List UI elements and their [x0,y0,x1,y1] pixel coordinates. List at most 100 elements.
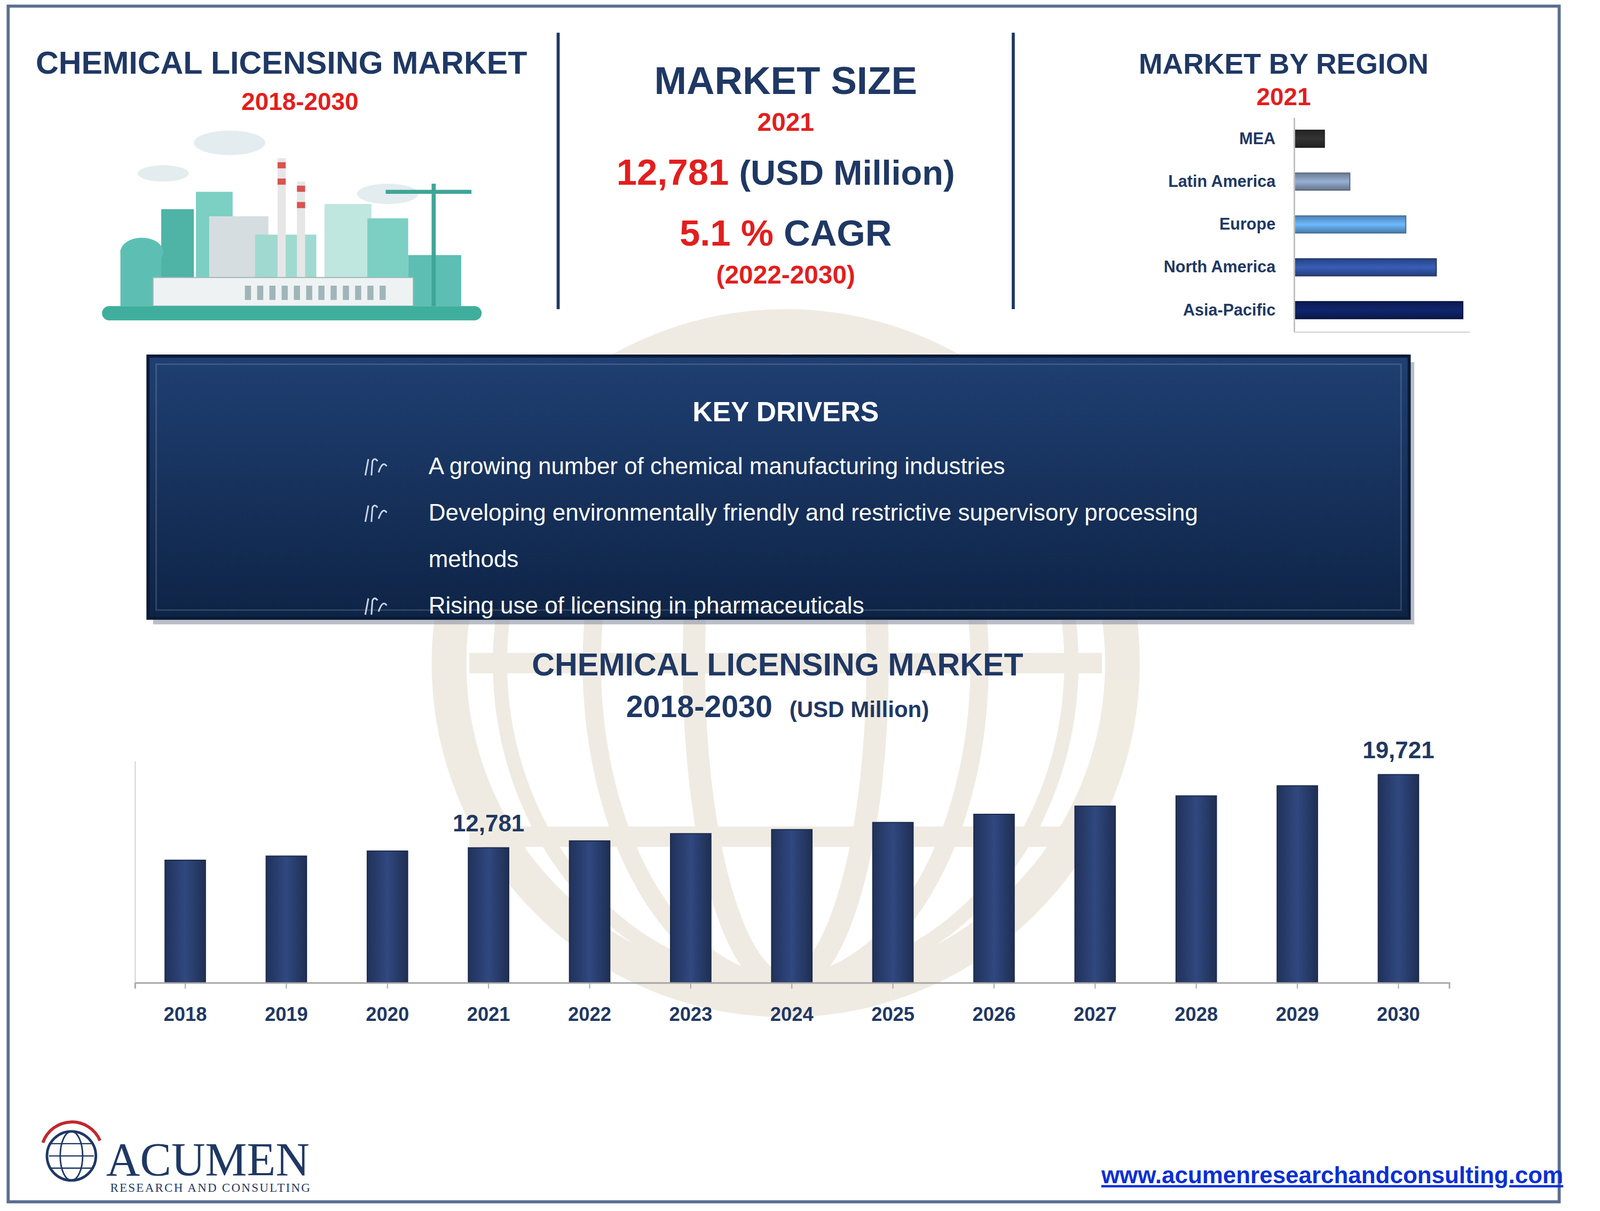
tick-mark [1195,982,1197,989]
bar [1074,806,1116,983]
chimney-stripe [277,178,286,185]
bar [164,860,206,983]
bullet-icon [365,459,387,476]
window [379,285,386,301]
subtitle: 2018-2030 [626,689,773,724]
text-line: methods [428,545,519,572]
chimney-stripe [296,185,305,192]
ground [101,305,482,321]
market-size-cagr: 5.1 % CAGR [679,212,893,254]
tick: MEA [1239,129,1294,148]
frame [8,5,1559,1202]
tick: 2024 [770,982,814,1026]
tick: 2020 [365,982,409,1026]
tick-label: 2029 [1275,1003,1320,1026]
tick-label: MEA [1239,129,1276,148]
chart-subtitle: 2021 [1256,82,1311,111]
window [257,285,264,301]
tick: Europe [1219,214,1295,234]
market-size: MARKET SIZE202112,781 (USD Million)5.1 %… [616,58,956,289]
footer: ACUMENRESEARCH AND CONSULTINGwww.acumenr… [42,1121,1564,1194]
logo-globe [46,1131,97,1181]
chart-0: MEALatin AmericaEuropeNorth AmericaAsia-… [1163,117,1471,333]
bar [973,814,1015,983]
axis-line [135,982,1450,989]
crane [431,183,437,306]
text-line: A growing number of chemical manufacturi… [428,452,1006,479]
logo-parallel [49,1155,94,1157]
chart-title: CHEMICAL LICENSING MARKET [531,646,1024,683]
bullet-icon [365,505,387,523]
bar [1176,795,1217,983]
tick-mark [791,982,793,989]
tick: 2028 [1174,982,1218,1026]
tick-label: 2025 [871,1003,915,1026]
window [355,285,361,301]
tick-mark [589,982,591,989]
region-titles: MARKET BY REGION2021 [1138,48,1429,111]
tick-label: Europe [1219,214,1276,234]
window [367,285,374,301]
tick-mark [487,982,490,989]
space [773,212,784,254]
cagr-label: CAGR [783,212,893,254]
value-axis [134,761,136,983]
data-labels: 12,78119,721 [452,736,1435,837]
tick-mark [387,982,389,989]
window [269,285,276,301]
bar [569,840,611,983]
tick: 2022 [568,982,612,1026]
text-line: Rising use of licensing in pharmaceutica… [428,592,865,619]
cloud [137,165,189,183]
tick: Asia-Pacific [1183,300,1295,319]
category-axis: MEALatin AmericaEuropeNorth AmericaAsia-… [1163,117,1295,333]
bar [1294,130,1325,148]
chimney-stripe [296,201,305,208]
brand-subtitle: RESEARCH AND CONSULTING [109,1180,312,1195]
logo-parallel [49,1167,94,1169]
category-axis: 2018201920202021202220232024202520262027… [135,982,1450,1026]
header: CHEMICAL LICENSING MARKET2018-2030 [35,44,528,116]
tick-label: 2030 [1376,1003,1421,1026]
window [293,285,300,301]
window [305,285,312,301]
driver: Developing environmentally friendly and … [428,499,1198,572]
tick-label: 2024 [770,1003,814,1026]
bar [1294,215,1407,233]
tick-label: 2021 [467,1003,511,1026]
tick: 2021 [467,982,511,1026]
chart-title: MARKET BY REGION [1138,48,1429,80]
cagr-period: (2022-2030) [716,260,856,289]
space [728,151,739,193]
header-period: 2018-2030 [241,87,359,116]
tick-label: North America [1163,257,1276,276]
logo-parallel [49,1143,94,1145]
axis-unit: (USD Million) [789,696,930,722]
market-size-value: 12,781 (USD Million) [616,151,956,193]
chart-subtitle: 2018-2030 (USD Million) [626,689,930,724]
brand: ACUMEN [106,1133,310,1186]
separator [556,32,561,310]
window [318,285,325,301]
cloud [193,130,266,156]
plot-area [164,774,1419,983]
tick: 2019 [264,982,309,1026]
tick-label: 2026 [972,1003,1016,1026]
data-label: 12,781 [452,809,525,837]
space [772,689,790,724]
separator [1011,32,1015,310]
tick-label: 2019 [264,1003,309,1026]
tick: 2030 [1376,982,1421,1026]
background [0,0,1600,1211]
driver: A growing number of chemical manufacturi… [428,452,1006,479]
bar [872,822,914,983]
tick-label: 2020 [365,1003,409,1026]
axis-line [134,761,136,983]
tick-label: 2027 [1073,1003,1117,1026]
bar [1294,172,1351,191]
tick: 2025 [871,982,915,1026]
key-drivers-title: KEY DRIVERS [692,396,879,428]
chimney-stripe [277,162,286,169]
low-building [153,277,414,306]
bar [468,847,509,983]
